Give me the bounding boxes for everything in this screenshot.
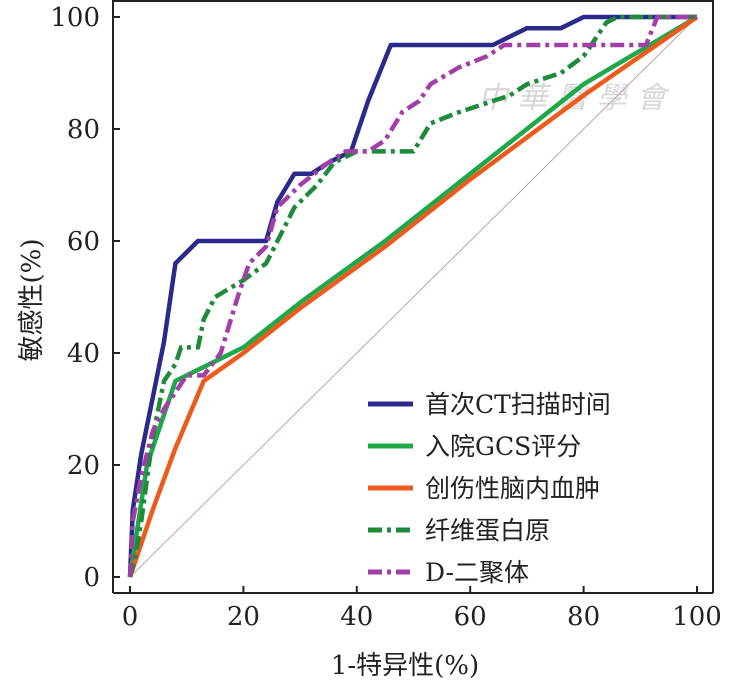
legend-label: 创伤性脑内血肿 <box>425 474 600 503</box>
x-ticks: 0 20 40 60 80 100 <box>122 586 722 632</box>
y-tick-label: 20 <box>67 451 100 481</box>
y-tick-label: 60 <box>67 227 100 257</box>
y-ticks: 0 20 40 60 80 100 <box>50 3 120 593</box>
plot-area: 0 20 40 60 80 100 0 20 40 60 80 100 <box>50 0 722 632</box>
legend-label: D-二聚体 <box>425 558 529 587</box>
legend-label: 纤维蛋白原 <box>425 516 550 545</box>
y-tick-label: 80 <box>67 115 100 145</box>
x-tick-label: 60 <box>454 602 487 632</box>
y-tick-label: 40 <box>67 339 100 369</box>
series-line-5 <box>127 14 697 578</box>
x-axis-title: 1-特异性(%) <box>331 651 479 681</box>
y-axis-title: 敏感性(%) <box>17 239 47 362</box>
x-tick-label: 0 <box>122 602 139 632</box>
watermark: 中 華 醫 學 會 <box>478 81 670 116</box>
series-line-2 <box>127 15 699 578</box>
y-tick-label: 100 <box>50 3 100 33</box>
series-line-1 <box>127 14 697 578</box>
series-line-3 <box>127 15 699 578</box>
legend-label: 首次CT扫描时间 <box>425 390 611 419</box>
x-tick-label: 80 <box>567 602 600 632</box>
legend-label: 入院GCS评分 <box>425 432 581 461</box>
series-layer <box>127 14 699 578</box>
x-tick-label: 20 <box>227 602 260 632</box>
reference-diagonal <box>129 16 698 578</box>
series-line-4 <box>127 14 697 578</box>
x-tick-label: 100 <box>672 602 722 632</box>
y-tick-label: 0 <box>83 563 100 593</box>
x-tick-label: 40 <box>340 602 373 632</box>
